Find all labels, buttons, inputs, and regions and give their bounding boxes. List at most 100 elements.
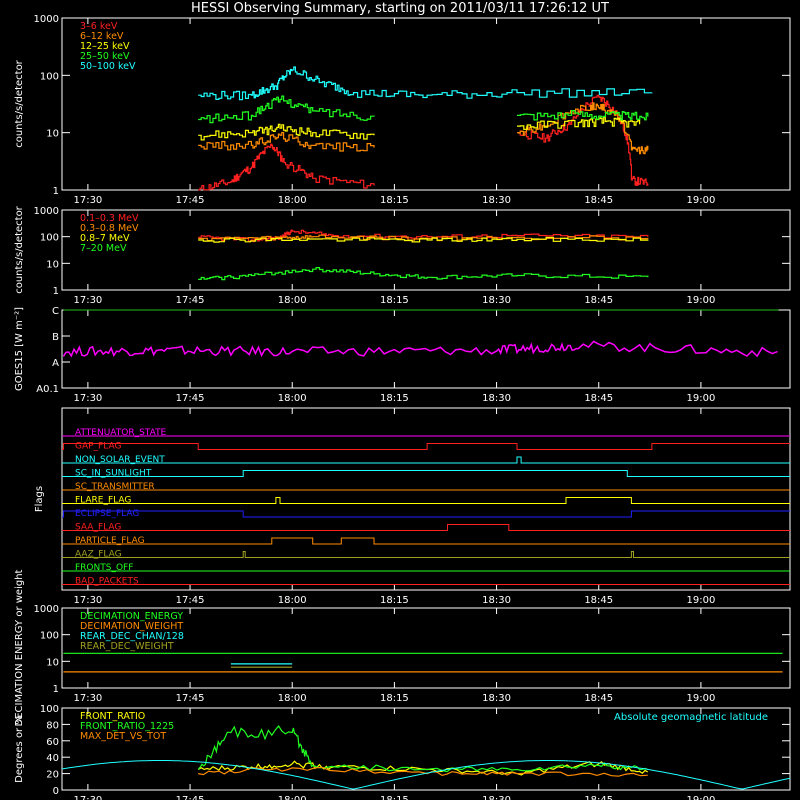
series-line-0-1 bbox=[198, 102, 649, 155]
x-tick-label: 18:45 bbox=[584, 195, 613, 206]
legend-entry: 50–100 keV bbox=[80, 61, 136, 72]
x-tick-label: 18:00 bbox=[278, 195, 307, 206]
x-tick-label: 18:15 bbox=[380, 795, 409, 800]
panel-frame-5 bbox=[61, 707, 791, 791]
y-tick-label: C bbox=[52, 306, 59, 317]
flag-label: SC_IN_SUNLIGHT bbox=[75, 469, 152, 479]
y-axis-label: Flags bbox=[34, 486, 45, 512]
flag-label: PARTICLE_FLAG bbox=[75, 536, 145, 546]
x-tick-label: 18:00 bbox=[278, 795, 307, 800]
legend-entry: REAR_DEC_CHAN/128 bbox=[80, 631, 184, 642]
x-tick-label: 17:30 bbox=[73, 693, 102, 704]
x-tick-label: 18:00 bbox=[278, 295, 307, 306]
x-tick-label: 17:45 bbox=[176, 393, 205, 404]
x-tick-label: 18:15 bbox=[380, 295, 409, 306]
x-tick-label: 18:30 bbox=[482, 195, 511, 206]
series-line-5-0 bbox=[197, 760, 649, 776]
x-tick-label: 19:00 bbox=[686, 195, 715, 206]
flag-label: SAA_FLAG bbox=[75, 523, 121, 533]
x-tick-label: 18:45 bbox=[584, 295, 613, 306]
flag-line-ECLIPSE_FLAG bbox=[62, 510, 790, 518]
panel-frame-1 bbox=[61, 209, 791, 291]
x-tick-label: 17:45 bbox=[176, 595, 205, 606]
flag-label: AAZ_FLAG bbox=[75, 550, 122, 560]
flag-label: NON_SOLAR_EVENT bbox=[75, 455, 165, 465]
series-line-1-2 bbox=[198, 236, 649, 243]
flag-line-GAP_FLAG bbox=[62, 443, 790, 450]
y-tick-label: 0 bbox=[53, 786, 59, 797]
y-tick-label: B bbox=[52, 332, 59, 343]
x-tick-label: 17:45 bbox=[176, 195, 205, 206]
x-tick-label: 18:15 bbox=[380, 393, 409, 404]
legend-entry: 12–25 keV bbox=[80, 41, 130, 52]
x-tick-label: 18:00 bbox=[278, 595, 307, 606]
legend-entry: 25–50 keV bbox=[80, 51, 130, 62]
x-tick-label: 17:30 bbox=[73, 393, 102, 404]
y-tick-label: 1 bbox=[53, 684, 59, 695]
x-tick-label: 18:45 bbox=[584, 595, 613, 606]
x-tick-label: 19:00 bbox=[686, 595, 715, 606]
x-tick-label: 18:45 bbox=[584, 693, 613, 704]
legend-entry: 0.8–7 MeV bbox=[80, 233, 130, 244]
series-line-0-4 bbox=[198, 66, 653, 101]
y-tick-label: 1000 bbox=[34, 14, 59, 25]
y-tick-label: 10 bbox=[46, 129, 59, 140]
legend-entry: REAR_DEC_WEIGHT bbox=[80, 641, 174, 652]
flag-line-FLARE_FLAG bbox=[62, 497, 790, 504]
panel-frame-4 bbox=[61, 607, 791, 689]
x-tick-label: 18:00 bbox=[278, 393, 307, 404]
y-tick-label: 100 bbox=[40, 233, 59, 244]
flag-line-NON_SOLAR_EVENT bbox=[62, 456, 790, 464]
flag-label: FRONTS_OFF bbox=[75, 563, 133, 573]
flag-label: FLARE_FLAG bbox=[75, 496, 131, 506]
x-tick-label: 18:15 bbox=[380, 195, 409, 206]
y-tick-label: 80 bbox=[46, 720, 59, 731]
series-line-5-2 bbox=[198, 766, 648, 777]
series-line-5-1 bbox=[197, 724, 649, 773]
x-tick-label: 17:30 bbox=[73, 295, 102, 306]
legend-entry: 0.1–0.3 MeV bbox=[80, 213, 139, 224]
y-axis-label: counts/s/detector bbox=[14, 59, 25, 147]
y-tick-label: 20 bbox=[46, 770, 59, 781]
y-tick-label: 10 bbox=[46, 259, 59, 270]
x-tick-label: 18:30 bbox=[482, 795, 511, 800]
y-tick-label: A0.1 bbox=[36, 384, 59, 395]
x-tick-label: 19:00 bbox=[686, 693, 715, 704]
x-tick-label: 19:00 bbox=[686, 393, 715, 404]
x-tick-label: 18:15 bbox=[380, 595, 409, 606]
flag-line-SC_IN_SUNLIGHT bbox=[62, 470, 790, 477]
flag-line-AAZ_FLAG bbox=[62, 551, 790, 558]
y-tick-label: 40 bbox=[46, 753, 59, 764]
x-tick-label: 18:15 bbox=[380, 693, 409, 704]
x-tick-label: 19:00 bbox=[686, 295, 715, 306]
y-tick-label: 1 bbox=[53, 186, 59, 197]
flag-line-PARTICLE_FLAG bbox=[62, 537, 790, 545]
legend-entry: MAX_DET_VS_TOT bbox=[80, 731, 166, 742]
y-axis-label: DECIMATION ENERGY or weight bbox=[14, 569, 25, 726]
panel-frame-0 bbox=[61, 17, 791, 191]
y-tick-label: 1 bbox=[53, 286, 59, 297]
x-tick-label: 17:45 bbox=[176, 795, 205, 800]
flag-label: ECLIPSE_FLAG bbox=[75, 509, 139, 519]
legend-entry: 7–20 MeV bbox=[80, 243, 127, 254]
legend-entry: 6–12 keV bbox=[80, 31, 124, 42]
flag-label: BAD_PACKETS bbox=[75, 577, 139, 587]
x-tick-label: 17:45 bbox=[176, 295, 205, 306]
x-tick-label: 18:00 bbox=[278, 693, 307, 704]
y-tick-label: 1000 bbox=[34, 206, 59, 217]
y-axis-label: counts/s/detector bbox=[14, 205, 25, 293]
y-tick-label: 100 bbox=[40, 631, 59, 642]
goes-series-goes-short bbox=[62, 340, 778, 358]
x-tick-label: 18:30 bbox=[482, 595, 511, 606]
panel-frame-3 bbox=[61, 407, 791, 591]
x-tick-label: 18:30 bbox=[482, 295, 511, 306]
x-tick-label: 18:45 bbox=[584, 393, 613, 404]
flag-label: SC_TRANSMITTER bbox=[75, 482, 155, 492]
x-tick-label: 17:30 bbox=[73, 195, 102, 206]
x-tick-label: 18:30 bbox=[482, 393, 511, 404]
series-line-0-2 bbox=[198, 117, 641, 141]
legend-entry: DECIMATION_WEIGHT bbox=[80, 621, 183, 632]
y-tick-label: 10 bbox=[46, 657, 59, 668]
series-line-0-0 bbox=[198, 94, 649, 191]
